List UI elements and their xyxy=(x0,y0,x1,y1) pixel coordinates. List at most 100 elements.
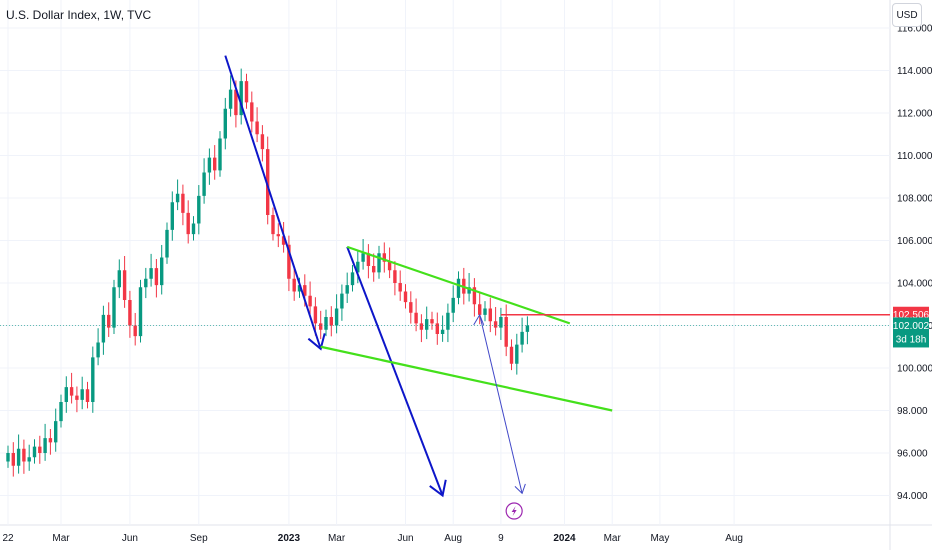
candle-body xyxy=(509,346,514,364)
downtrend-arrow-head xyxy=(307,333,326,351)
candle-body xyxy=(414,312,418,324)
x-tick-label: Aug xyxy=(725,533,743,544)
lower-channel-line-line xyxy=(320,345,613,412)
candle-body xyxy=(387,261,392,271)
candle-body xyxy=(122,270,127,300)
candle-body xyxy=(202,172,206,196)
candle-body xyxy=(170,202,174,230)
candle-body xyxy=(80,389,84,400)
y-tick-label: 114.000 xyxy=(897,66,932,77)
candle-body xyxy=(112,287,116,328)
candle-body xyxy=(96,342,100,358)
y-tick-label: 96.000 xyxy=(897,449,928,460)
candle-body xyxy=(69,387,74,396)
candle-body xyxy=(329,317,333,326)
candle-body xyxy=(334,308,339,326)
candle-body xyxy=(266,149,270,215)
y-tick-label: 104.000 xyxy=(897,279,932,290)
candle-body xyxy=(218,138,222,171)
candle-body xyxy=(451,297,455,313)
candle-body xyxy=(239,81,243,116)
projection-arrow-line xyxy=(479,314,523,494)
candle-body xyxy=(207,157,212,173)
candle-body xyxy=(430,319,434,324)
candle-body xyxy=(292,278,296,292)
downtrend-arrow-line xyxy=(224,55,322,350)
candle-body xyxy=(101,314,106,343)
candle-body xyxy=(260,134,265,150)
candle-body xyxy=(244,81,249,103)
candle-body xyxy=(75,395,79,400)
candle-body xyxy=(6,453,10,462)
candle-body xyxy=(22,448,26,462)
candle-body xyxy=(366,253,371,266)
candles xyxy=(6,68,530,477)
candle-body xyxy=(478,304,482,315)
candle-body xyxy=(27,457,31,462)
candle-body xyxy=(472,287,477,305)
lightning-icon xyxy=(511,506,517,516)
x-tick-label: Sep xyxy=(190,533,208,544)
x-tick-label: Mar xyxy=(328,533,346,544)
candle-body xyxy=(160,257,164,286)
current-price-label: 102.002 xyxy=(893,321,930,332)
candle-body xyxy=(446,312,450,330)
candle-body xyxy=(356,261,360,273)
downtrend-arrow-line xyxy=(346,246,444,496)
bar-countdown-label: 3d 18h xyxy=(896,334,927,345)
current-price-tag xyxy=(893,317,929,348)
candle-body xyxy=(165,229,169,258)
candle-body xyxy=(250,102,254,122)
x-tick-label: Jun xyxy=(122,533,138,544)
time-axis[interactable]: 22 Mar Jun Sep 2023 Mar Jun Aug 9 2024 Mar May Aug xyxy=(2,533,743,544)
x-tick-label: Jun xyxy=(397,533,413,544)
candle-body xyxy=(319,323,323,330)
y-tick-label: 112.000 xyxy=(897,109,932,120)
candle-body xyxy=(287,244,291,279)
candle-body xyxy=(435,323,439,334)
candle-body xyxy=(499,317,503,328)
candle-body xyxy=(350,272,355,286)
candle-body xyxy=(255,121,259,135)
candle-body xyxy=(493,321,498,328)
candle-body xyxy=(91,357,95,402)
x-tick-label: 2023 xyxy=(278,533,301,544)
x-tick-label: Mar xyxy=(604,533,622,544)
candle-body xyxy=(313,306,318,324)
candle-body xyxy=(48,438,53,443)
candle-body xyxy=(85,389,90,402)
candle-body xyxy=(191,223,196,235)
candle-body xyxy=(345,285,349,294)
candle-body xyxy=(107,314,111,328)
price-axis[interactable]: 116.000 114.000 112.000 110.000 108.000 106.0… xyxy=(897,24,932,503)
candle-body xyxy=(43,438,47,453)
candle-body xyxy=(59,402,63,422)
candle-body xyxy=(467,287,471,294)
candle-body xyxy=(133,325,137,337)
candle-body xyxy=(64,387,68,402)
candle-body xyxy=(398,283,402,292)
y-tick-label: 98.000 xyxy=(897,406,928,417)
candle-body xyxy=(186,212,190,235)
candle-body xyxy=(281,236,286,245)
candle-body xyxy=(456,278,461,298)
event-marker[interactable] xyxy=(505,502,523,520)
candle-body xyxy=(525,325,530,332)
candle-body xyxy=(483,308,487,315)
candle-body xyxy=(234,89,238,116)
upper-channel-line-line xyxy=(346,245,571,325)
candle-body xyxy=(117,270,121,288)
downtrend-arrow-head xyxy=(429,479,447,498)
candle-body xyxy=(38,446,42,453)
currency-button[interactable]: USD xyxy=(892,3,922,27)
candle-body xyxy=(308,295,312,307)
y-tick-label: 106.000 xyxy=(897,236,932,247)
candle-body xyxy=(403,291,408,303)
candle-body xyxy=(520,331,524,345)
candle-body xyxy=(213,157,217,171)
candle-body xyxy=(297,285,302,292)
